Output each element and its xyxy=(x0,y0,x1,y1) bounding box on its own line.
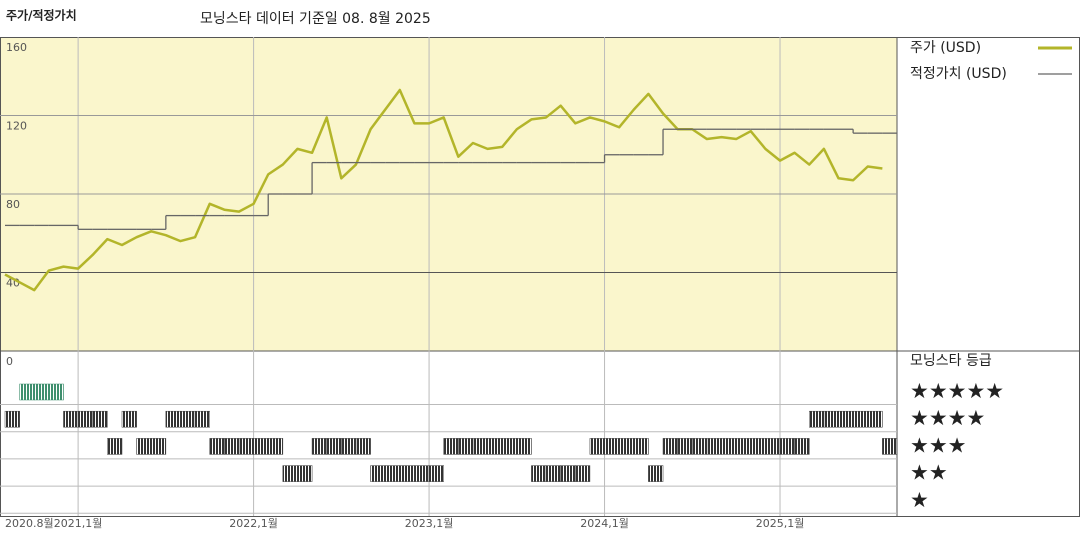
rating-block xyxy=(297,465,313,482)
rating-block xyxy=(107,438,123,455)
rating-block xyxy=(370,465,386,482)
rating-block xyxy=(253,438,269,455)
rating-block xyxy=(589,438,605,455)
rating-block xyxy=(33,383,50,401)
rating-block xyxy=(560,465,576,482)
rating-block xyxy=(4,410,20,428)
rating-block xyxy=(882,438,898,455)
rating-block xyxy=(414,465,430,482)
x-tick-label: 2023,1월 xyxy=(405,517,454,530)
rating-block xyxy=(575,465,591,482)
rating-block xyxy=(677,438,693,455)
rating-block xyxy=(545,465,561,482)
x-tick-label: 2022,1월 xyxy=(229,517,278,530)
rating-block xyxy=(838,410,854,428)
chart-title: 주가/적정가치 xyxy=(6,8,77,23)
legend-label: 주가 (USD) xyxy=(910,40,981,56)
rating-level-label: ★ xyxy=(910,488,929,512)
rating-block xyxy=(136,438,152,455)
rating-block xyxy=(150,438,167,455)
rating-block xyxy=(194,410,210,428)
rating-block xyxy=(823,410,839,428)
rating-block xyxy=(765,438,781,455)
rating-block xyxy=(282,465,298,482)
rating-block xyxy=(648,465,664,482)
rating-block xyxy=(92,410,108,428)
rating-block xyxy=(224,438,240,455)
rating-level-label: ★★★★ xyxy=(910,406,985,430)
rating-level-label: ★★ xyxy=(910,461,948,485)
x-tick-label: 2024,1월 xyxy=(580,517,629,530)
rating-block xyxy=(867,410,883,428)
rating-block xyxy=(604,438,620,455)
y-tick-label: 0 xyxy=(6,355,13,368)
rating-block xyxy=(779,438,795,455)
rating-block xyxy=(63,410,79,428)
rating-block xyxy=(472,438,488,455)
rating-block xyxy=(19,383,35,401)
y-tick-label: 80 xyxy=(6,198,20,211)
rating-block xyxy=(311,438,327,455)
rating-block xyxy=(618,438,635,455)
rating-block xyxy=(238,438,254,455)
x-tick-label: 2021,1월 xyxy=(54,517,103,530)
rating-block xyxy=(706,438,722,455)
rating-title: 모닝스타 등급 xyxy=(910,353,992,369)
rating-block xyxy=(384,465,401,482)
rating-block xyxy=(750,438,766,455)
rating-level-label: ★★★ xyxy=(910,433,966,457)
rating-block xyxy=(692,438,708,455)
rating-block xyxy=(662,438,678,455)
rating-block xyxy=(399,465,415,482)
rating-block xyxy=(458,438,474,455)
x-tick-label: 2020.8월 xyxy=(5,517,54,530)
x-tick-label: 2025,1월 xyxy=(756,517,805,530)
rating-block xyxy=(209,438,225,455)
rating-block xyxy=(531,465,547,482)
rating-block xyxy=(809,410,825,428)
rating-block xyxy=(721,438,737,455)
rating-block xyxy=(633,438,649,455)
rating-level-label: ★★★★★ xyxy=(910,379,1004,403)
rating-block xyxy=(355,438,371,455)
rating-block xyxy=(180,410,196,428)
price-line xyxy=(4,88,883,292)
rating-block xyxy=(77,410,93,428)
rating-block xyxy=(794,438,810,455)
rating-block xyxy=(487,438,503,455)
rating-block xyxy=(516,438,532,455)
rating-block xyxy=(48,383,64,401)
rating-block xyxy=(267,438,284,455)
y-tick-label: 120 xyxy=(6,120,27,133)
rating-block xyxy=(341,438,357,455)
rating-block xyxy=(501,438,518,455)
rating-block xyxy=(443,438,459,455)
rating-block xyxy=(852,410,869,428)
rating-block xyxy=(428,465,444,482)
rating-block xyxy=(165,410,181,428)
rating-block xyxy=(326,438,342,455)
legend-label: 적정가치 (USD) xyxy=(910,66,1007,82)
rating-block xyxy=(121,410,137,428)
chart-subtitle: 모닝스타 데이터 기준일 08. 8월 2025 xyxy=(200,11,431,27)
rating-block xyxy=(735,438,752,455)
y-tick-label: 160 xyxy=(6,41,27,54)
